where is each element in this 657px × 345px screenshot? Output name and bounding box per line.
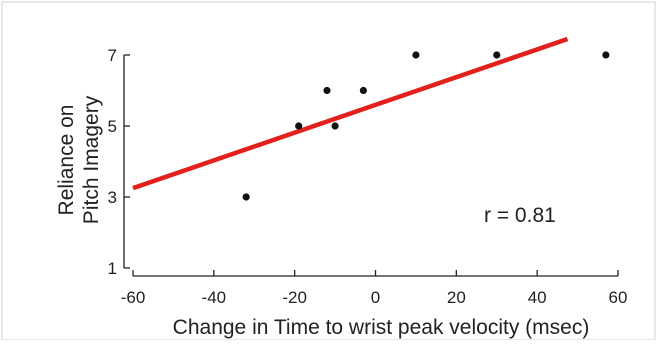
- x-axis-label: Change in Time to wrist peak velocity (m…: [173, 316, 590, 339]
- data-point: [323, 86, 331, 95]
- x-tick-label: -20: [282, 288, 307, 307]
- data-point: [493, 51, 501, 59]
- y-tick-label: 7: [108, 46, 117, 65]
- x-tick-label: -60: [121, 288, 146, 307]
- x-tick-label: 60: [609, 288, 628, 307]
- y-tick-label: 5: [108, 117, 117, 136]
- x-tick-label: 0: [371, 288, 380, 307]
- x-tick-label: 40: [528, 288, 547, 307]
- x-ticks: -60 -40 -20 0 20 40 60: [121, 270, 628, 307]
- y-axis-label: Reliance on Pitch Imagery: [55, 95, 103, 224]
- x-tick-label: -40: [202, 288, 227, 307]
- data-point: [602, 51, 610, 59]
- regression-line: [132, 36, 569, 191]
- data-point: [331, 122, 339, 130]
- x-tick-label: 20: [447, 288, 466, 307]
- y-tick-label: 1: [108, 259, 117, 278]
- correlation-annotation: r = 0.81: [484, 204, 556, 227]
- data-point: [412, 51, 420, 59]
- data-points: [242, 51, 610, 201]
- y-ticks: 1 3 5 7: [108, 46, 130, 278]
- data-point: [242, 193, 250, 201]
- data-point: [359, 86, 367, 95]
- y-axis-label-line-2: Pitch Imagery: [80, 95, 103, 224]
- data-point: [295, 122, 303, 130]
- y-tick-label: 3: [108, 188, 117, 207]
- y-axis-label-line-1: Reliance on: [55, 105, 78, 216]
